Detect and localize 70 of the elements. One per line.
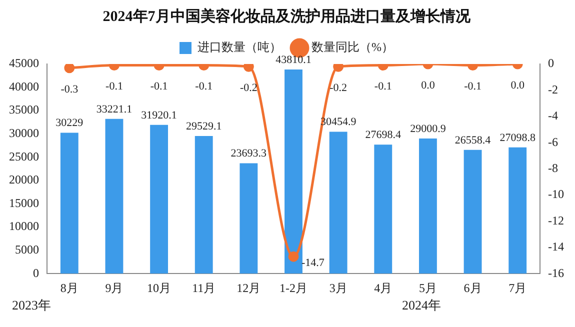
bar (150, 124, 168, 274)
x-tick-label: 10月 (147, 280, 172, 295)
data-label: 0.0 (421, 79, 436, 92)
x-tick-label: 12月 (236, 280, 261, 295)
y-tick-label: 45000 (9, 56, 39, 70)
data-label: -0.1 (195, 80, 213, 93)
x-tick-label: 8月 (60, 280, 78, 295)
legend-label: 进口数量（吨） (198, 40, 282, 54)
y-tick-label: 15000 (9, 196, 39, 210)
y2-tick-label: -10 (548, 187, 564, 202)
y2-tick-label: -6 (548, 134, 558, 149)
x-tick-label: 4月 (374, 280, 392, 295)
point (243, 64, 254, 72)
data-label: 31920.1 (141, 109, 177, 122)
data-label: -0.1 (374, 80, 392, 93)
x-tick-label: 9月 (105, 280, 124, 295)
data-label: 29000.9 (410, 122, 446, 135)
bar (464, 150, 482, 274)
x-tick-label: 1-2月 (280, 280, 308, 295)
y-tick-label: 10000 (9, 219, 39, 234)
legend-label: 数量同比（%） (312, 40, 394, 54)
y-tick-label: 40000 (9, 79, 39, 94)
text: 2023年 (12, 298, 51, 313)
data-label: 0.0 (510, 79, 525, 92)
data-label: -0.2 (240, 82, 258, 94)
bar (508, 147, 527, 274)
point (64, 64, 75, 74)
x-tick-label: 5月 (418, 280, 437, 295)
data-label: 27698.4 (365, 128, 402, 141)
bar (329, 132, 348, 274)
y2-tick-label: -4 (548, 108, 558, 123)
data-label: -0.3 (60, 83, 79, 96)
bar (60, 132, 78, 274)
y-tick-label: 20000 (9, 172, 39, 187)
x-tick-label: 3月 (329, 280, 348, 295)
x-tick-label: 11月 (192, 280, 216, 295)
data-label: -0.1 (106, 80, 123, 93)
data-label: 43810.1 (276, 54, 312, 66)
data-label: 27098.8 (500, 132, 536, 144)
y2-tick-label: -16 (548, 266, 564, 280)
chart-title: 2024年7月中国美容化妆品及洗护用品进口量及增长情况 (102, 6, 472, 25)
x-tick-label: 6月 (464, 280, 482, 295)
data-label: 30229 (56, 117, 84, 130)
y-tick-label: 35000 (9, 102, 39, 117)
y-tick-label: 5000 (15, 242, 39, 256)
y-tick-label: 25000 (9, 149, 39, 164)
y-tick-label: 30000 (9, 126, 39, 140)
data-label: -0.1 (150, 80, 168, 93)
data-label: 29529.1 (186, 120, 222, 132)
bar (374, 144, 392, 274)
data-label: -0.2 (330, 82, 348, 94)
text: 2024年 (402, 298, 441, 313)
bar (418, 138, 437, 274)
y2-tick-label: -14 (548, 240, 564, 254)
point (333, 64, 344, 72)
data-label: 33221.1 (96, 103, 132, 116)
bar (105, 118, 124, 274)
point (288, 251, 299, 262)
y2-tick-label: -12 (548, 213, 564, 228)
x-tick-label: 7月 (508, 280, 527, 295)
y2-tick-label: 0 (548, 56, 554, 70)
y2-tick-label: -8 (548, 160, 558, 175)
bar (240, 163, 258, 274)
bar (284, 70, 302, 274)
data-label: 26558.4 (454, 134, 492, 146)
data-label: -0.1 (464, 80, 482, 93)
y-tick-label: 0 (33, 266, 39, 280)
bar (194, 136, 213, 274)
y2-tick-label: -2 (548, 82, 558, 96)
data-label: 23693.3 (230, 148, 268, 160)
